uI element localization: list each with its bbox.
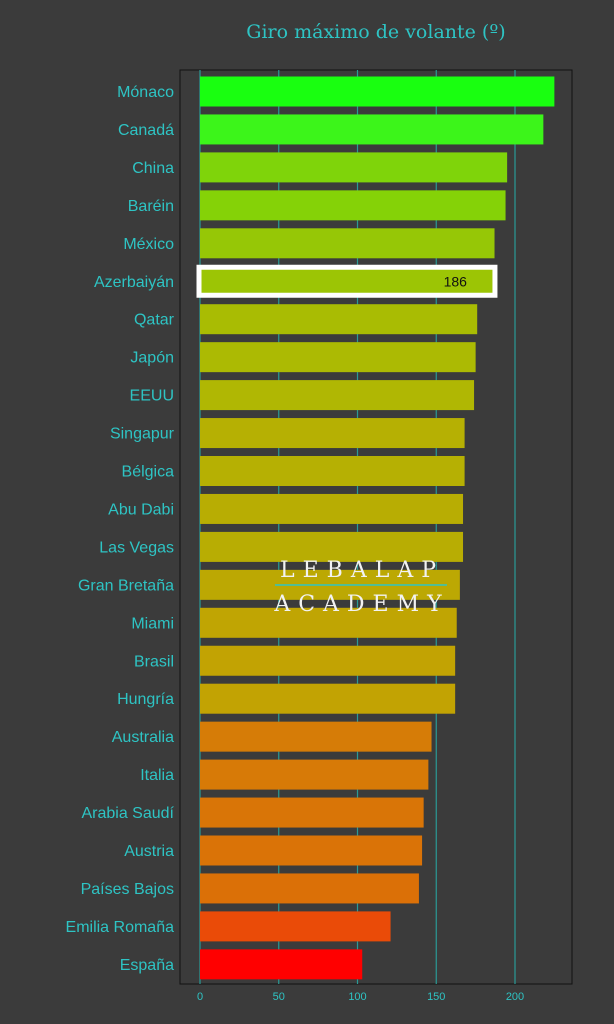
category-label: Austria (124, 843, 174, 860)
category-label: Las Vegas (99, 539, 174, 556)
x-tick-label: 50 (273, 991, 285, 1003)
bar (200, 873, 419, 904)
data-label: 186 (444, 273, 468, 289)
bar (200, 721, 432, 752)
category-label: Baréin (128, 198, 174, 215)
bar (200, 190, 506, 221)
category-label: Abu Dabi (108, 501, 174, 518)
x-tick-label: 0 (197, 991, 203, 1003)
bar (200, 683, 456, 714)
category-label: Italia (140, 767, 174, 784)
category-label: Gran Bretaña (78, 577, 174, 594)
category-label: Países Bajos (81, 881, 174, 898)
x-tick-label: 150 (427, 991, 445, 1003)
category-label: Miami (131, 615, 174, 632)
bar (200, 418, 465, 449)
category-label: Singapur (110, 426, 175, 443)
bar (200, 304, 478, 335)
x-tick-label: 200 (506, 991, 524, 1003)
category-label: Arabia Saudí (81, 805, 174, 822)
bar (200, 759, 429, 790)
watermark-line1: LEBALAP (280, 558, 444, 583)
category-label: España (120, 957, 174, 974)
category-label: Canadá (118, 122, 174, 139)
bar (200, 228, 495, 259)
category-label: Bélgica (122, 464, 175, 481)
watermark-line2: ACADEMY (273, 592, 449, 617)
bar (200, 114, 544, 145)
category-label: EEUU (130, 388, 174, 405)
bar (200, 531, 464, 562)
bar (200, 493, 464, 524)
category-label: Hungría (117, 691, 174, 708)
category-label: China (132, 160, 174, 177)
bar (200, 380, 475, 411)
bar (200, 835, 423, 866)
bar (200, 342, 476, 373)
bar (200, 645, 456, 676)
bar (200, 797, 424, 828)
bar (200, 456, 465, 486)
bar (200, 152, 508, 183)
plot-frame (179, 69, 573, 985)
category-label: Australia (112, 729, 174, 746)
category-label: Qatar (134, 312, 175, 329)
bar-highlight (196, 264, 498, 298)
category-label: Brasil (134, 653, 174, 670)
x-tick-label: 100 (348, 991, 366, 1003)
bar (200, 607, 457, 638)
category-label: Emilia Romaña (66, 919, 175, 936)
category-label: Mónaco (117, 84, 174, 101)
category-label: Azerbaiyán (94, 274, 174, 291)
category-label: México (123, 236, 174, 253)
bar (200, 76, 555, 107)
bar (200, 911, 391, 942)
category-label: Japón (130, 350, 174, 367)
chart-title: Giro máximo de volante (º) (246, 21, 505, 43)
bar (200, 949, 363, 980)
